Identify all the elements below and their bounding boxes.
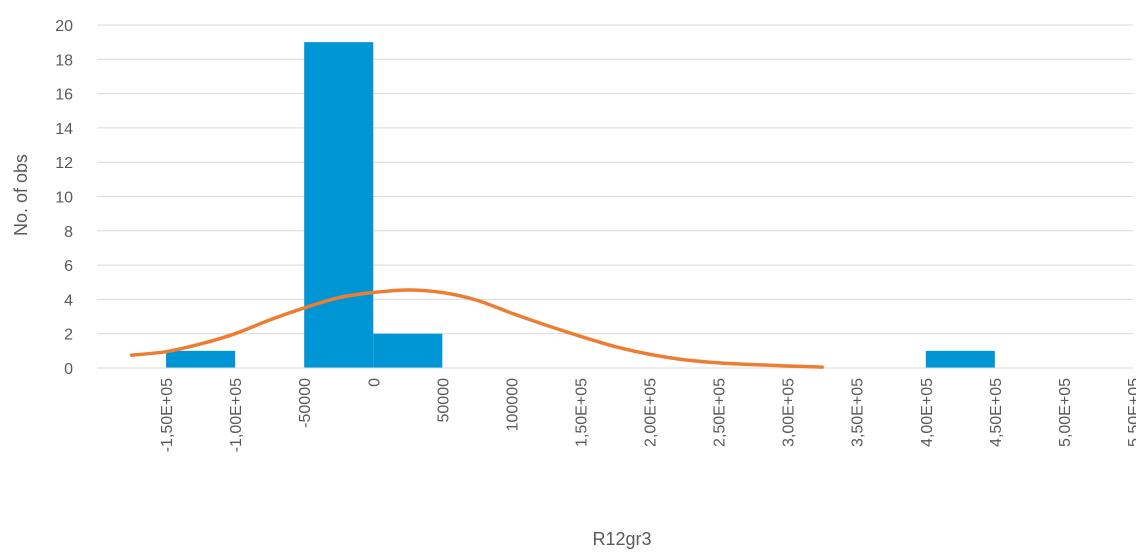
- histogram-bars: [166, 42, 995, 369]
- x-axis-title: R12gr3: [592, 529, 651, 549]
- y-tick-label: 2: [64, 327, 73, 344]
- x-tick-label: 100000: [504, 378, 521, 431]
- x-tick-label: 5,50E+05: [1126, 378, 1136, 447]
- y-tick-label: 14: [55, 121, 73, 138]
- y-tick-label: 0: [64, 361, 73, 378]
- x-tick-label: 50000: [435, 378, 452, 423]
- histogram-bar: [925, 350, 995, 368]
- y-tick-label: 10: [55, 190, 73, 207]
- x-tick-label: -1,00E+05: [228, 378, 245, 452]
- y-tick-label: 12: [55, 155, 73, 172]
- y-tick-label: 8: [64, 224, 73, 241]
- x-tick-label: 2,00E+05: [643, 378, 660, 447]
- normal-curve: [129, 288, 824, 369]
- y-tick-label: 16: [55, 87, 73, 104]
- x-tick-label: 3,00E+05: [781, 378, 798, 447]
- x-tick-label: 2,50E+05: [712, 378, 729, 447]
- x-tick-label: 4,00E+05: [919, 378, 936, 447]
- y-tick-label: 4: [64, 292, 73, 309]
- histogram-bar: [304, 42, 374, 369]
- x-tick-label: 4,50E+05: [988, 378, 1005, 447]
- x-tick-label: -50000: [297, 378, 314, 428]
- histogram-bar: [166, 350, 236, 368]
- x-tick-label: 5,00E+05: [1057, 378, 1074, 447]
- y-axis-title: No. of obs: [11, 154, 31, 236]
- y-tick-label: 6: [64, 258, 73, 275]
- y-tick-label: 18: [55, 52, 73, 69]
- x-tick-label: -1,50E+05: [159, 378, 176, 452]
- normal-curve-line: [129, 288, 824, 369]
- y-tick-labels: 0 2 4 6 8 10 12 14 16 18 20: [55, 18, 73, 378]
- x-tick-label: 3,50E+05: [850, 378, 867, 447]
- y-tick-label: 20: [55, 18, 73, 35]
- x-tick-labels: -1,50E+05 -1,00E+05 -50000 0 50000 100000 1,50…: [159, 378, 1136, 452]
- gridlines: [97, 24, 1133, 335]
- x-tick-label: 1,50E+05: [573, 378, 590, 447]
- x-tick-label: 0: [366, 378, 383, 387]
- histogram-bar: [373, 333, 443, 368]
